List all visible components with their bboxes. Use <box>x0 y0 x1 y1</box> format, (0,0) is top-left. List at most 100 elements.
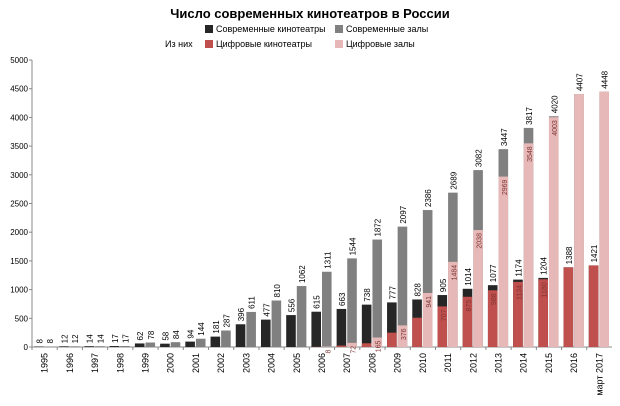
bar <box>337 346 347 347</box>
bar <box>59 346 69 347</box>
y-tick-label: 4500 <box>10 85 28 94</box>
bar <box>261 320 271 347</box>
bar <box>135 343 145 347</box>
bar <box>84 346 94 347</box>
legend-label: Цифровые кинотеатры <box>216 39 312 49</box>
x-tick-label: 1995 <box>40 353 50 373</box>
data-label: 1180 <box>542 282 549 297</box>
data-label: 4020 <box>550 95 559 113</box>
bar <box>221 331 231 347</box>
x-tick-label: 2005 <box>292 353 302 373</box>
bar <box>549 117 559 347</box>
y-tick-label: 3000 <box>10 171 28 180</box>
chart-title: Число современных кинотеатров в России <box>170 6 449 21</box>
x-tick-label: 2003 <box>241 353 251 373</box>
data-label: 1174 <box>514 259 523 277</box>
bar <box>145 343 155 347</box>
x-tick-label: 2015 <box>544 353 554 373</box>
data-label: 905 <box>439 278 448 292</box>
data-label: 3447 <box>500 128 509 146</box>
x-tick-label: 2010 <box>418 353 428 373</box>
data-label: 84 <box>172 330 181 339</box>
data-label: 707 <box>441 309 448 321</box>
y-tick-label: 5000 <box>10 56 28 65</box>
data-label: 12 <box>61 334 70 343</box>
bar <box>599 92 609 347</box>
bar <box>589 265 599 347</box>
data-label: 181 <box>212 320 221 334</box>
x-tick-label: 2004 <box>267 353 277 373</box>
x-tick-label: 2006 <box>317 353 327 373</box>
x-tick-label: 1997 <box>90 353 100 373</box>
data-label: 1077 <box>489 264 498 282</box>
bar <box>387 333 397 347</box>
data-label: 1014 <box>464 267 473 285</box>
data-label: 3548 <box>527 146 534 162</box>
x-tick-label: 1996 <box>65 353 75 373</box>
bar <box>272 301 282 347</box>
data-label: 17 <box>111 334 120 343</box>
data-label: 3082 <box>475 149 484 167</box>
data-label: 396 <box>237 307 246 321</box>
bar <box>412 318 422 347</box>
data-label: 2038 <box>477 233 484 249</box>
x-tick-label: 2008 <box>367 353 377 373</box>
bar <box>524 143 534 347</box>
bar <box>372 240 382 347</box>
legend-swatch <box>205 40 213 48</box>
data-label: 1311 <box>323 251 332 269</box>
legend-swatch <box>205 25 213 33</box>
bar <box>286 315 296 347</box>
bar <box>185 342 195 347</box>
bar <box>574 94 584 347</box>
data-label: 14 <box>86 334 95 343</box>
legend-label: Современные кинотеатры <box>216 24 326 34</box>
data-label: 2386 <box>424 189 433 207</box>
data-label: 12 <box>71 334 80 343</box>
data-label: 777 <box>388 286 397 300</box>
x-tick-label: 2013 <box>494 353 504 373</box>
data-label: 4407 <box>575 73 584 91</box>
y-tick-label: 1500 <box>10 257 28 266</box>
data-label: 663 <box>338 292 347 306</box>
bar <box>322 272 332 347</box>
bar <box>211 337 221 347</box>
bar <box>564 267 574 347</box>
data-label: 4448 <box>601 70 610 88</box>
y-tick-label: 2000 <box>10 228 28 237</box>
data-label: 1062 <box>298 265 307 283</box>
x-tick-label: 2001 <box>191 353 201 373</box>
bar <box>337 309 347 347</box>
data-label: 477 <box>262 303 271 317</box>
x-tick-label: 2014 <box>519 353 529 373</box>
data-label: 738 <box>363 288 372 302</box>
x-tick-label: 2002 <box>216 353 226 373</box>
x-tick-label: 2012 <box>468 353 478 373</box>
bar <box>120 346 130 347</box>
y-tick-label: 500 <box>15 314 29 323</box>
data-label: 1484 <box>451 265 458 281</box>
x-tick-label: 2000 <box>166 353 176 373</box>
y-tick-label: 0 <box>24 343 29 352</box>
data-label: 941 <box>426 296 433 308</box>
x-tick-label: 1998 <box>115 353 125 373</box>
data-label: 17 <box>122 334 131 343</box>
data-label: 615 <box>313 295 322 309</box>
bar <box>499 177 509 347</box>
data-label: 2097 <box>399 205 408 223</box>
bar <box>171 342 181 347</box>
data-label: 810 <box>273 284 282 298</box>
data-label: 2969 <box>502 179 509 195</box>
data-label: 8 <box>325 349 332 353</box>
data-label: 988 <box>491 293 498 305</box>
legend-swatch <box>335 25 343 33</box>
data-label: 376 <box>401 328 408 340</box>
legend-swatch <box>335 40 343 48</box>
data-label: 58 <box>161 331 170 340</box>
bar <box>236 324 246 347</box>
bar <box>110 346 120 347</box>
legend-label: Современные залы <box>346 24 428 34</box>
x-tick-label: 2007 <box>342 353 352 373</box>
data-label: 875 <box>466 300 473 312</box>
